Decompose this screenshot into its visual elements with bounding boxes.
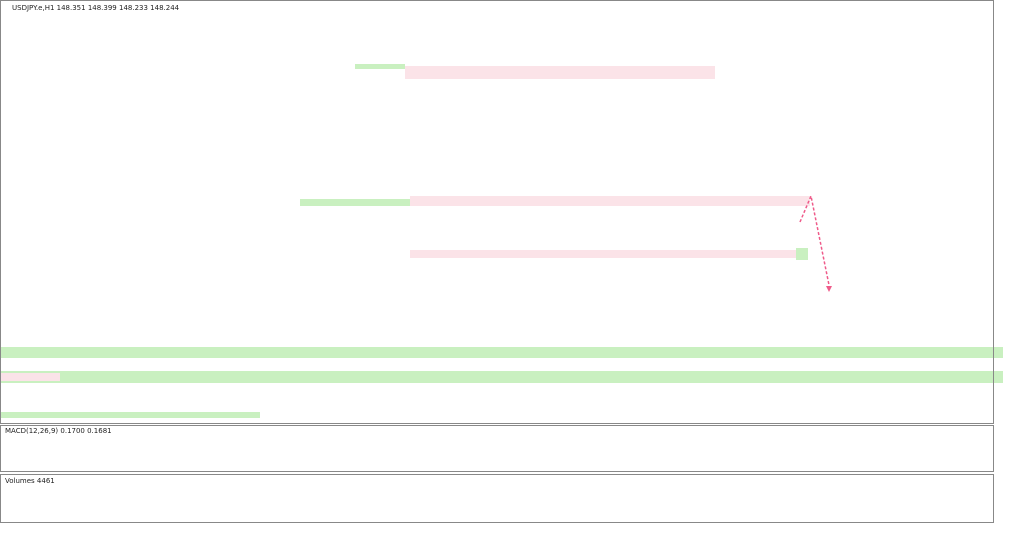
- zone: [0, 371, 1003, 383]
- zone: [410, 196, 810, 206]
- zone: [300, 199, 410, 206]
- zone: [0, 373, 60, 381]
- zone: [410, 250, 808, 258]
- zone: [796, 248, 808, 260]
- zone: [0, 347, 1003, 358]
- zone: [0, 412, 260, 418]
- panel-frame: [0, 474, 994, 523]
- zone: [405, 66, 715, 79]
- arrow-head: [826, 286, 832, 292]
- panel-frame: [0, 0, 994, 424]
- panel-frame: [0, 425, 994, 472]
- chart-title: USDJPY.e,H1 148.351 148.399 148.233 148.…: [12, 4, 180, 12]
- volume-title: Volumes 4461: [5, 477, 55, 485]
- zone: [355, 64, 405, 69]
- macd-title: MACD(12,26,9) 0.1700 0.1681: [5, 427, 112, 435]
